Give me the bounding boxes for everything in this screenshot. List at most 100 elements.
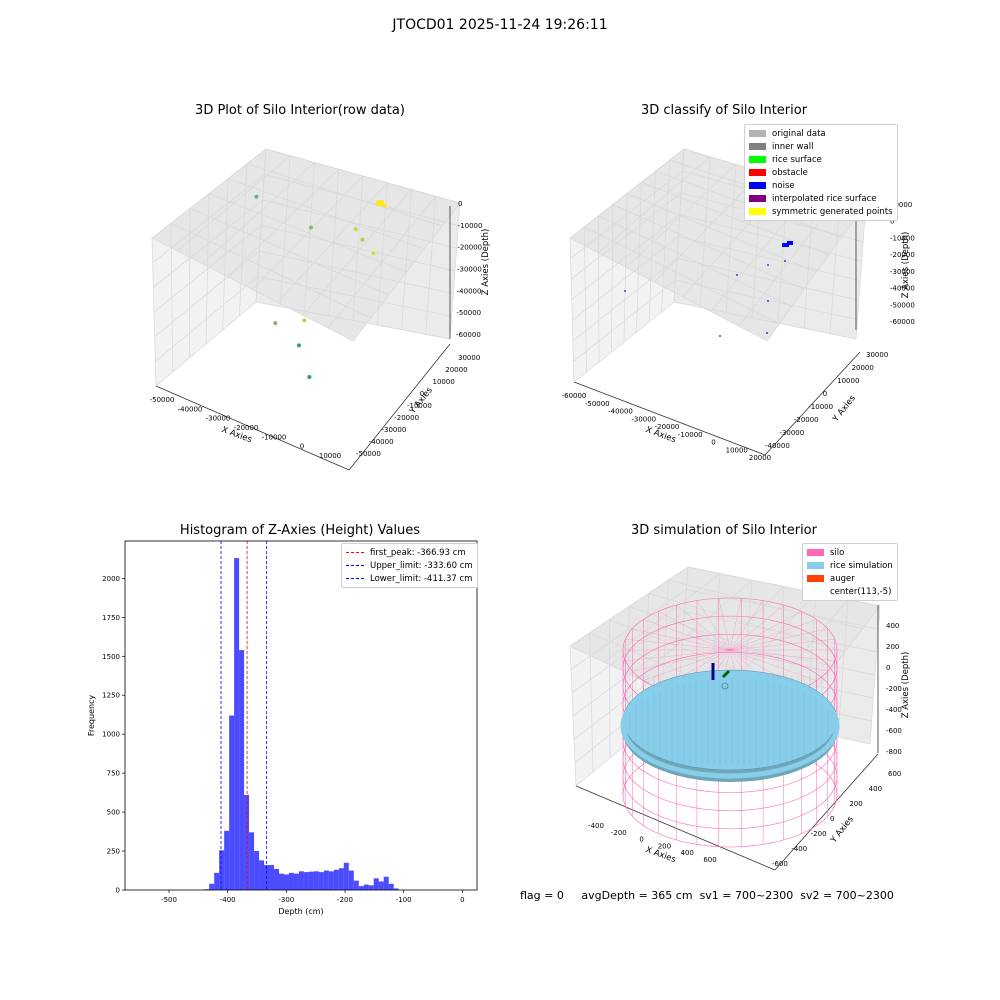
panel2-y-tick: -20000 <box>794 416 819 424</box>
legend-item: rice simulation <box>807 559 893 572</box>
silo-roof-wire <box>729 604 784 651</box>
panel1-z-tick: -10000 <box>458 222 483 230</box>
panel3-histogram: -500 -400 -300 -200 -100 0 0 250 500 750 1000 1250 1… <box>87 540 478 916</box>
panel1-point-cluster <box>375 200 384 207</box>
histogram-bar <box>323 870 329 890</box>
panel2-grid <box>626 193 817 273</box>
y-tick-label: 0 <box>116 887 120 895</box>
panel1-y-axis <box>348 343 451 470</box>
panel1-grid <box>202 162 315 265</box>
panel2-grid <box>573 279 676 362</box>
panel1-grid <box>155 301 257 387</box>
panel1-z-tick: 0 <box>458 200 462 208</box>
panel2-grid <box>648 171 656 323</box>
panel2-grid <box>583 226 587 373</box>
legend-swatch <box>749 143 766 150</box>
panel2-title: 3D classify of Silo Interior <box>640 103 808 118</box>
histogram-bar <box>328 871 334 890</box>
legend-item: original data <box>749 127 893 140</box>
panel2-grid <box>569 148 685 239</box>
panel2-x-tick: -50000 <box>585 400 610 408</box>
histogram-bar <box>388 883 394 890</box>
panel2-grid <box>572 236 679 321</box>
panel1-z-tick: -40000 <box>457 287 482 295</box>
legend-label: obstacle <box>772 167 808 178</box>
panel2-grid <box>855 202 867 340</box>
panel1-grid <box>153 199 263 288</box>
silo-roof-wire <box>632 628 731 651</box>
silo-roof-wire <box>643 619 731 651</box>
panel4-x-tick: 0 <box>639 836 643 844</box>
silo-roof-wire <box>729 649 817 681</box>
legend-swatch <box>749 130 766 137</box>
panel4-z-tick: 200 <box>886 643 899 651</box>
panel2-z-tick: 10000 <box>890 201 912 209</box>
panel2-grid <box>623 193 628 343</box>
panel4-x-axis <box>575 785 776 871</box>
panel1-z-tick: -30000 <box>457 266 482 274</box>
auger-arm <box>721 669 731 679</box>
panel2-x-tick: 10000 <box>726 446 748 454</box>
panel2-y-tick: -40000 <box>765 442 790 450</box>
silo-roof-wire <box>729 638 835 651</box>
legend-swatch <box>807 549 824 556</box>
panel4-grid <box>573 656 682 740</box>
sv2-text: sv2 = 700~2300 <box>800 889 894 902</box>
histogram-bar <box>348 870 354 890</box>
silo-roof-wire <box>729 611 802 651</box>
panel1-x-tick: -50000 <box>150 396 175 404</box>
silo-roof-wire <box>658 611 731 651</box>
panel1-point <box>309 225 313 230</box>
histogram-bar <box>353 880 359 890</box>
rice-surface <box>622 669 838 771</box>
silo-roof-wire <box>696 600 731 651</box>
histogram-bar <box>254 851 260 890</box>
panel1-z-tick: -50000 <box>456 309 481 317</box>
silo-roof-wire <box>729 649 828 672</box>
legend-label: interpolated rice surface <box>772 193 877 204</box>
panel1-point <box>296 343 301 348</box>
panel4-z-tick: 400 <box>886 622 899 630</box>
panel4-z-tick: -400 <box>886 706 902 714</box>
panel4-legend: silo rice simulation auger center(113,-5) <box>802 543 898 601</box>
panel4-grid <box>569 566 689 647</box>
panel2-point <box>624 290 626 292</box>
panel1-3d-scatter: -50000-40000-30000-20000-100000100003000… <box>150 148 491 470</box>
panel4-y-tick: 600 <box>888 770 901 778</box>
legend-swatch <box>807 575 824 582</box>
panel2-grid <box>570 170 683 259</box>
histogram-bar <box>373 878 379 890</box>
panel2-y-tick: -10000 <box>808 403 833 411</box>
legend-item: Lower_limit: -411.37 cm <box>346 572 473 585</box>
silo-roof-wire <box>718 598 731 651</box>
panel4-grid <box>603 573 721 663</box>
panel2-grid <box>597 156 711 253</box>
legend-label: noise <box>772 180 795 191</box>
histogram-bar <box>383 876 389 890</box>
panel2-grid <box>569 237 575 383</box>
y-tick-label: 1750 <box>102 614 120 622</box>
panel4-y-tick: -600 <box>772 860 788 868</box>
panel2-grid <box>661 160 671 313</box>
panel2-y-tick: 20000 <box>852 364 874 372</box>
legend-label: Lower_limit: -411.37 cm <box>370 573 473 584</box>
panel2-grid <box>676 257 859 301</box>
panel4-grid <box>570 589 687 670</box>
histogram-bar <box>219 850 225 890</box>
panel1-point <box>273 321 278 326</box>
x-axis-label: Depth (cm) <box>278 907 323 916</box>
panel4-grid <box>572 634 684 717</box>
y-tick-label: 2000 <box>102 575 120 583</box>
legend-label: first_peak: -366.93 cm <box>370 547 466 558</box>
panel4-y-tick: 0 <box>830 815 834 823</box>
panel1-grid <box>262 199 457 249</box>
panel4-z-tick: -800 <box>886 748 902 756</box>
panel2-grid <box>673 301 857 340</box>
x-tick-label: -100 <box>396 896 412 904</box>
histogram-bar <box>378 881 384 890</box>
histogram-bar <box>244 794 250 890</box>
panel4-grid <box>686 589 879 630</box>
x-tick-label: 0 <box>460 896 464 904</box>
panel1-point <box>371 251 376 256</box>
panel2-grid <box>611 204 614 353</box>
